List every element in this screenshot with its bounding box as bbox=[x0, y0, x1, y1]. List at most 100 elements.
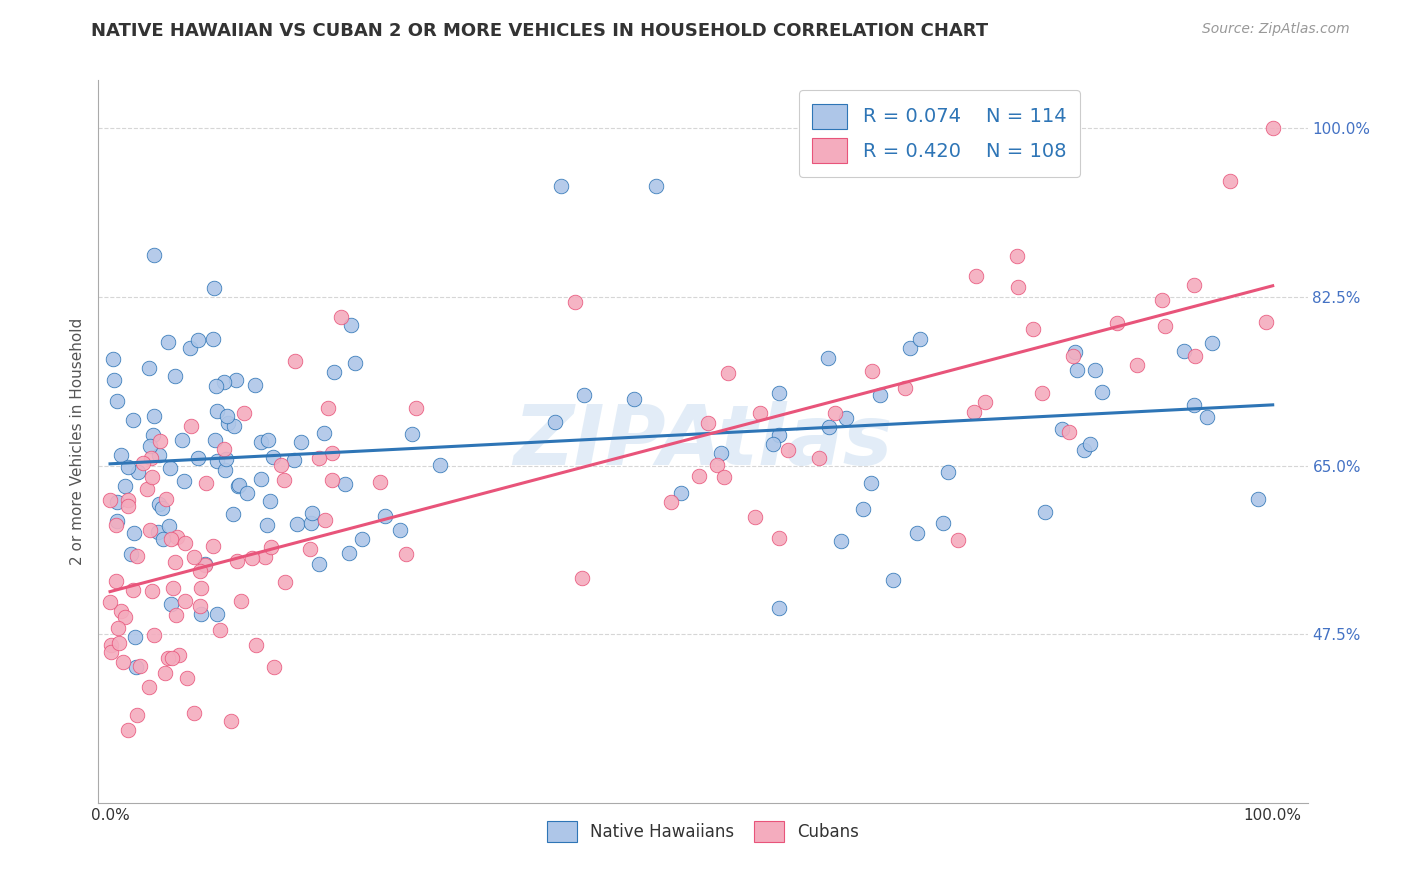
Point bbox=[204, 433, 226, 447]
Point bbox=[1261, 121, 1284, 136]
Point bbox=[401, 426, 423, 441]
Point bbox=[124, 630, 146, 644]
Point bbox=[645, 179, 668, 194]
Point bbox=[374, 508, 396, 523]
Point bbox=[762, 437, 785, 451]
Point bbox=[273, 473, 295, 487]
Point bbox=[314, 513, 336, 527]
Point bbox=[107, 635, 129, 649]
Point bbox=[229, 593, 252, 607]
Point bbox=[1152, 293, 1174, 308]
Point bbox=[1246, 491, 1268, 506]
Point bbox=[948, 533, 970, 548]
Point bbox=[1091, 384, 1114, 399]
Point bbox=[174, 594, 197, 608]
Point bbox=[270, 458, 292, 473]
Point bbox=[165, 369, 187, 384]
Point bbox=[110, 448, 132, 462]
Point bbox=[717, 366, 740, 380]
Point bbox=[224, 419, 246, 434]
Point bbox=[117, 493, 139, 508]
Point bbox=[143, 409, 166, 424]
Point bbox=[225, 373, 247, 387]
Point bbox=[817, 420, 839, 434]
Point bbox=[808, 451, 831, 466]
Point bbox=[830, 534, 852, 549]
Point bbox=[142, 248, 165, 262]
Point bbox=[240, 551, 263, 566]
Point bbox=[250, 434, 273, 449]
Point bbox=[188, 564, 211, 578]
Point bbox=[138, 680, 160, 694]
Point bbox=[250, 472, 273, 486]
Point bbox=[1062, 349, 1084, 363]
Text: Source: ZipAtlas.com: Source: ZipAtlas.com bbox=[1202, 22, 1350, 37]
Point bbox=[139, 524, 162, 538]
Point bbox=[245, 377, 267, 392]
Point bbox=[205, 454, 228, 468]
Point bbox=[262, 450, 284, 465]
Point bbox=[263, 660, 285, 674]
Point bbox=[148, 434, 170, 448]
Point bbox=[222, 507, 245, 521]
Point bbox=[1184, 277, 1206, 292]
Point bbox=[882, 573, 904, 587]
Point bbox=[128, 659, 150, 673]
Point bbox=[148, 497, 170, 511]
Point bbox=[744, 509, 766, 524]
Point bbox=[908, 332, 931, 346]
Point bbox=[1031, 386, 1053, 401]
Point bbox=[1005, 249, 1028, 263]
Point bbox=[768, 385, 790, 400]
Point bbox=[228, 477, 250, 491]
Point bbox=[105, 514, 128, 528]
Point bbox=[183, 550, 205, 565]
Point bbox=[212, 442, 235, 457]
Point bbox=[121, 413, 143, 427]
Point bbox=[697, 416, 720, 430]
Point bbox=[1182, 399, 1205, 413]
Point bbox=[152, 533, 174, 547]
Point bbox=[1254, 315, 1277, 329]
Point bbox=[550, 179, 572, 194]
Point bbox=[395, 547, 418, 561]
Point bbox=[190, 582, 212, 596]
Point bbox=[105, 574, 128, 588]
Point bbox=[1007, 280, 1029, 294]
Point bbox=[257, 433, 280, 447]
Point bbox=[284, 353, 307, 368]
Point bbox=[217, 417, 239, 431]
Point bbox=[1154, 318, 1177, 333]
Point bbox=[571, 571, 593, 585]
Point bbox=[179, 341, 201, 355]
Point bbox=[125, 549, 148, 563]
Point bbox=[160, 598, 183, 612]
Point bbox=[688, 468, 710, 483]
Point bbox=[160, 651, 183, 665]
Point bbox=[308, 557, 330, 571]
Point bbox=[195, 475, 218, 490]
Point bbox=[659, 495, 682, 509]
Point bbox=[564, 294, 586, 309]
Point bbox=[215, 452, 238, 467]
Point bbox=[117, 723, 139, 737]
Point bbox=[114, 478, 136, 492]
Point bbox=[162, 581, 184, 595]
Point bbox=[301, 506, 323, 520]
Point bbox=[105, 495, 128, 509]
Point bbox=[186, 450, 208, 465]
Point bbox=[183, 706, 205, 720]
Point bbox=[343, 356, 366, 370]
Point bbox=[127, 707, 149, 722]
Point bbox=[389, 524, 412, 538]
Point bbox=[710, 446, 733, 460]
Point bbox=[120, 547, 142, 561]
Point bbox=[429, 458, 451, 473]
Point bbox=[122, 526, 145, 541]
Point bbox=[202, 539, 225, 553]
Point bbox=[860, 364, 883, 378]
Point bbox=[299, 516, 322, 530]
Point bbox=[236, 486, 259, 500]
Point bbox=[101, 352, 124, 367]
Point bbox=[202, 332, 225, 346]
